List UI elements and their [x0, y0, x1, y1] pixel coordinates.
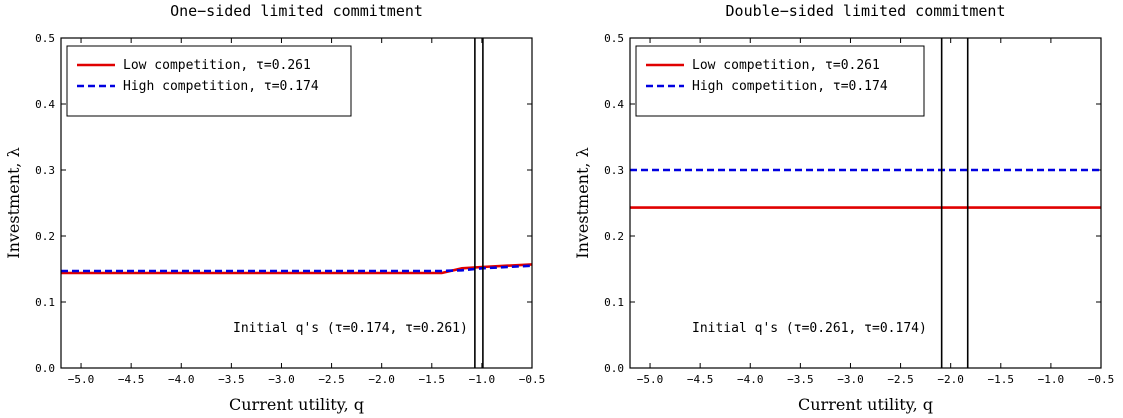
x-axis-label: Current utility, q — [798, 395, 933, 414]
x-tick-label: −1.5 — [419, 373, 446, 386]
plot-area — [630, 168, 1101, 209]
legend: Low competition, τ=0.261 High competition… — [635, 45, 925, 117]
legend-box — [66, 45, 352, 117]
x-tick-label: −4.0 — [737, 373, 764, 386]
y-tick-label: 0.1 — [604, 296, 624, 309]
plot-area — [61, 263, 532, 275]
x-tick-label: −5.0 — [637, 373, 664, 386]
y-axis-label: Investment, λ — [573, 147, 592, 258]
y-tick-label: 0.4 — [604, 98, 624, 111]
legend-box — [635, 45, 925, 117]
y-tick-label: 0.5 — [604, 32, 624, 45]
legend-label: Low competition, τ=0.261 — [692, 58, 880, 73]
x-tick-label: −2.5 — [887, 373, 914, 386]
x-tick-label: −1.5 — [988, 373, 1015, 386]
x-tick-label: −3.5 — [787, 373, 814, 386]
x-axis-label: Current utility, q — [229, 395, 364, 414]
legend-label: High competition, τ=0.174 — [123, 79, 319, 94]
legend-label: Low competition, τ=0.261 — [123, 58, 311, 73]
legend-label: High competition, τ=0.174 — [692, 79, 888, 94]
y-tick-label: 0.5 — [35, 32, 55, 45]
x-tick-label: −0.5 — [519, 373, 546, 386]
x-tick-label: −1.0 — [469, 373, 496, 386]
y-tick-label: 0.0 — [604, 362, 624, 375]
x-tick-label: −3.0 — [837, 373, 864, 386]
x-tick-label: −2.5 — [318, 373, 345, 386]
y-tick-label: 0.2 — [35, 230, 55, 243]
x-tick-label: −4.5 — [687, 373, 714, 386]
y-tick-label: 0.2 — [604, 230, 624, 243]
chart-title: Double−sided limited commitment — [726, 2, 1006, 20]
series-line-low-competition — [61, 263, 532, 275]
chart-title: One−sided limited commitment — [170, 2, 423, 20]
y-axis-label: Investment, λ — [4, 147, 23, 258]
x-tick-label: −4.0 — [168, 373, 195, 386]
y-tick-label: 0.3 — [35, 164, 55, 177]
legend: Low competition, τ=0.261 High competition… — [66, 45, 352, 117]
y-tick-label: 0.1 — [35, 296, 55, 309]
annotation-initial-q: Initial q's (τ=0.174, τ=0.261) — [233, 321, 468, 336]
chart-panel-2: Double−sided limited commitment −5.0 −4.5 −… — [573, 2, 1114, 414]
x-tick-label: −3.5 — [218, 373, 245, 386]
y-tick-label: 0.4 — [35, 98, 55, 111]
plot-frame — [60, 37, 533, 369]
chart-panel-1: One−sided limited commitment −5.0 −4.5 −4.0… — [4, 2, 545, 414]
series-line-high-competition — [61, 264, 532, 273]
x-tick-label: −2.0 — [368, 373, 395, 386]
plot-frame — [629, 37, 1102, 369]
x-tick-label: −1.0 — [1038, 373, 1065, 386]
y-tick-label: 0.0 — [35, 362, 55, 375]
x-tick-label: −4.5 — [118, 373, 145, 386]
x-tick-label: −3.0 — [268, 373, 295, 386]
x-tick-label: −5.0 — [68, 373, 95, 386]
annotation-initial-q: Initial q's (τ=0.261, τ=0.174) — [692, 321, 927, 336]
y-tick-label: 0.3 — [604, 164, 624, 177]
x-tick-label: −2.0 — [937, 373, 964, 386]
x-tick-label: −0.5 — [1088, 373, 1115, 386]
